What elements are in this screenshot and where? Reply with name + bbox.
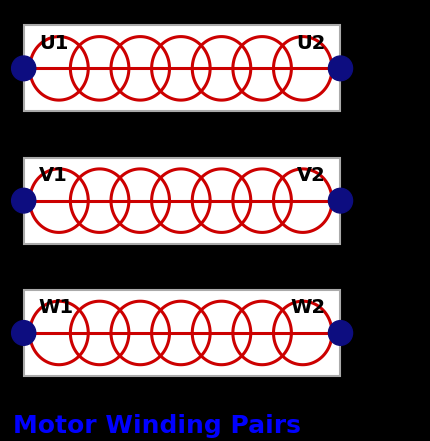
Text: Motor Winding Pairs: Motor Winding Pairs	[13, 414, 300, 437]
Text: U2: U2	[295, 34, 325, 53]
FancyBboxPatch shape	[24, 26, 340, 112]
Circle shape	[12, 321, 36, 345]
Circle shape	[328, 188, 352, 213]
Text: W1: W1	[39, 299, 74, 318]
Text: V1: V1	[39, 166, 68, 185]
FancyBboxPatch shape	[24, 290, 340, 376]
Text: U1: U1	[39, 34, 68, 53]
Circle shape	[328, 56, 352, 81]
Text: W2: W2	[290, 299, 325, 318]
Circle shape	[12, 188, 36, 213]
Text: V2: V2	[296, 166, 325, 185]
FancyBboxPatch shape	[24, 157, 340, 243]
Circle shape	[12, 56, 36, 81]
Circle shape	[328, 321, 352, 345]
